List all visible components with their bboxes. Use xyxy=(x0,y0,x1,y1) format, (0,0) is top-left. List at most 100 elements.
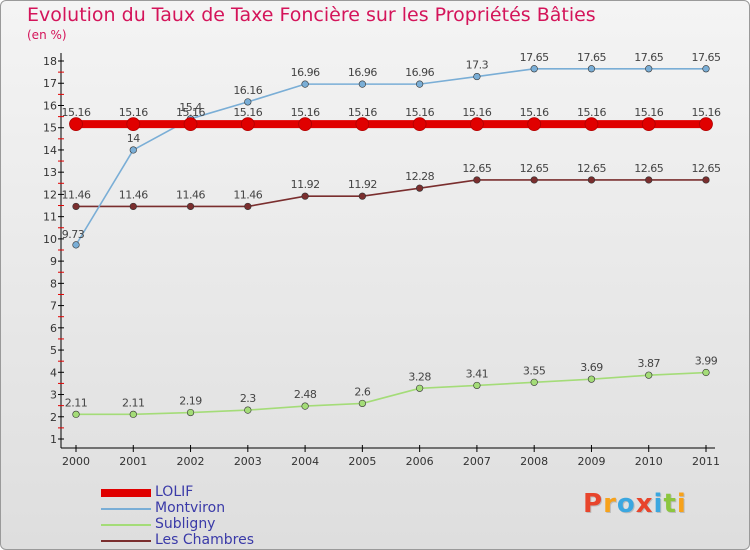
data-label-lolif: 15.16 xyxy=(233,106,262,119)
data-point-les-chambres xyxy=(587,176,596,184)
data-point-montviron xyxy=(530,65,538,73)
data-point-montviron xyxy=(587,65,596,73)
data-point-montviron xyxy=(72,241,80,249)
data-label-subligny: 3.28 xyxy=(408,370,431,383)
data-point-subligny xyxy=(473,381,481,390)
data-label-les-chambres: 12.28 xyxy=(405,170,434,183)
y-tick-label: 17 xyxy=(43,77,57,90)
data-point-montviron xyxy=(702,65,710,73)
data-label-montviron: 9.73 xyxy=(62,228,85,241)
data-label-montviron: 16.96 xyxy=(291,66,320,79)
y-tick-label: 16 xyxy=(43,99,57,112)
data-label-lolif: 15.16 xyxy=(62,106,91,119)
data-label-lolif: 15.16 xyxy=(577,106,606,119)
data-point-lolif xyxy=(470,117,484,132)
data-point-les-chambres xyxy=(186,202,195,211)
data-label-lolif: 15.16 xyxy=(119,106,148,119)
chart-subtitle: (en %) xyxy=(27,28,67,42)
data-point-lolif xyxy=(412,117,427,132)
data-label-montviron: 17.65 xyxy=(692,51,721,64)
x-tick-label: 2009 xyxy=(577,455,605,468)
data-label-subligny: 2.11 xyxy=(122,396,145,409)
data-point-subligny xyxy=(587,375,596,383)
x-tick-label: 2004 xyxy=(291,455,319,468)
brand-letter: r xyxy=(603,489,617,519)
data-label-subligny: 3.69 xyxy=(580,361,603,374)
data-label-montviron: 16.96 xyxy=(405,66,434,79)
legend-swatch xyxy=(101,524,151,526)
y-tick-label: 15 xyxy=(43,122,57,135)
x-tick-label: 2011 xyxy=(692,455,720,468)
legend-item-lolif: LOLIF xyxy=(101,484,321,501)
series-montviron: 9.73 14 15.4 16.16 16.96 16.96 16.96 17.3 17.65 1… xyxy=(62,51,721,249)
data-label-les-chambres: 12.65 xyxy=(692,162,721,175)
data-point-lolif xyxy=(584,117,599,132)
legend-label: Montviron xyxy=(155,500,226,516)
x-tick-label: 2000 xyxy=(62,455,90,468)
data-point-lolif xyxy=(641,117,656,132)
data-point-lolif xyxy=(699,117,713,132)
data-label-subligny: 3.41 xyxy=(466,367,489,380)
data-label-subligny: 2.19 xyxy=(179,395,202,408)
data-point-montviron xyxy=(358,80,366,88)
y-tick-label: 3 xyxy=(50,389,57,402)
data-label-les-chambres: 11.92 xyxy=(291,178,320,191)
data-point-lolif xyxy=(126,117,141,132)
data-label-les-chambres: 12.65 xyxy=(462,162,491,175)
data-label-subligny: 3.55 xyxy=(523,364,546,377)
data-label-subligny: 2.6 xyxy=(354,385,370,398)
data-point-lolif xyxy=(355,117,370,132)
series-line-montviron xyxy=(75,67,706,246)
chart-title: Evolution du Taux de Taxe Foncière sur l… xyxy=(27,4,596,26)
data-point-lolif xyxy=(298,117,312,132)
data-label-les-chambres: 11.46 xyxy=(233,188,262,201)
legend-swatch xyxy=(101,489,151,497)
data-label-montviron: 17.65 xyxy=(520,51,549,64)
series-line-subligny xyxy=(76,371,707,416)
data-label-les-chambres: 12.65 xyxy=(577,162,606,175)
data-label-subligny: 3.87 xyxy=(637,357,660,370)
data-label-montviron: 17.65 xyxy=(577,51,606,64)
data-point-montviron xyxy=(244,98,252,106)
data-point-lolif xyxy=(183,117,198,132)
brand-letter: t xyxy=(663,489,677,519)
brand-letter: x xyxy=(635,489,654,519)
x-tick-label: 2001 xyxy=(119,455,147,468)
data-point-les-chambres xyxy=(702,176,710,184)
y-tick-label: 14 xyxy=(43,144,57,157)
data-label-les-chambres: 11.46 xyxy=(62,188,91,201)
data-label-les-chambres: 11.46 xyxy=(119,188,148,201)
x-tick-label: 2007 xyxy=(463,455,491,468)
y-tick-label: 6 xyxy=(50,322,57,335)
y-tick-label: 10 xyxy=(43,233,57,246)
legend-item-subligny: Subligny xyxy=(101,516,321,533)
data-point-lolif xyxy=(69,117,83,132)
data-point-montviron xyxy=(645,65,653,73)
x-tick-label: 2002 xyxy=(177,455,205,468)
y-tick-label: 4 xyxy=(50,366,57,379)
data-point-subligny xyxy=(416,384,424,392)
data-label-lolif: 15.16 xyxy=(634,106,663,119)
series-layer: 2.11 2.11 2.19 2.3 2.48 2.6 3.28 3.41 3.55 3.69 3.… xyxy=(62,51,721,418)
data-point-subligny xyxy=(186,408,195,417)
data-label-lolif: 15.16 xyxy=(462,106,491,119)
y-tick-label: 5 xyxy=(50,344,57,357)
data-point-montviron xyxy=(416,80,424,88)
legend-label: Subligny xyxy=(155,516,216,532)
data-label-montviron: 14 xyxy=(127,132,140,145)
data-point-montviron xyxy=(473,72,481,81)
x-tick-label: 2008 xyxy=(520,455,548,468)
data-point-les-chambres xyxy=(72,202,80,211)
data-point-les-chambres xyxy=(244,202,252,211)
data-point-lolif xyxy=(527,117,542,132)
data-label-montviron: 15.4 xyxy=(179,101,202,114)
y-tick-label: 9 xyxy=(50,255,57,268)
data-point-les-chambres xyxy=(358,192,366,200)
data-point-montviron xyxy=(301,80,309,88)
legend-label: LOLIF xyxy=(155,484,194,500)
data-point-lolif xyxy=(240,117,255,132)
brand-letter: o xyxy=(616,489,636,519)
